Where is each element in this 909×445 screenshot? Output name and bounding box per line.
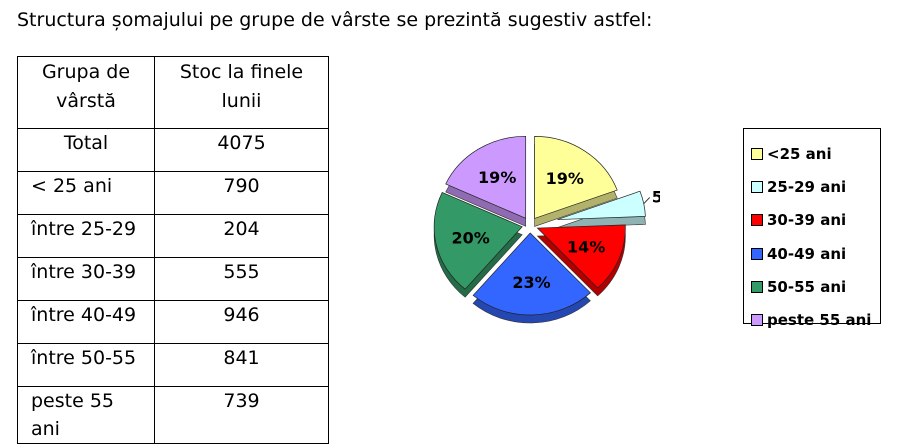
table-header-stock: Stoc la finele lunii [154,56,329,129]
table-cell-group: între 25-29 [17,214,155,258]
legend-swatch [751,180,763,193]
legend-swatch [751,214,763,227]
legend-label: 30-39 ani [767,211,847,230]
pie-data-label: 19% [478,168,516,187]
pie-slice [472,232,591,316]
pie-slice [536,224,626,289]
legend-item: 50-55 ani [751,270,880,303]
legend-item: 25-29 ani [751,170,880,203]
table-row: peste 55 ani 739 [17,386,329,444]
page-heading: Structura șomajului pe grupe de vârste s… [17,9,653,31]
table-header-row: Grupa de vârstă Stoc la finele lunii [17,56,329,129]
table-cell-group: Total [17,128,155,172]
table-cell-value: 739 [154,386,329,444]
legend-label: 50-55 ani [767,277,847,296]
table-cell-group: între 40-49 [17,300,155,344]
table-row: între 40-49 946 [17,300,329,344]
pie-slice [557,190,646,220]
legend-swatch [751,147,763,160]
table-header-age-group: Grupa de vârstă [17,56,155,129]
chart-legend: <25 ani 25-29 ani 30-39 ani 40-49 ani 50… [743,128,881,329]
pie-slice [534,136,618,219]
table-cell-value: 4075 [154,128,329,172]
legend-swatch [751,280,763,293]
table-cell-value: 946 [154,300,329,344]
legend-label: <25 ani [767,144,832,163]
table-cell-value: 841 [154,343,329,387]
table-cell-value: 555 [154,257,329,301]
legend-swatch [751,314,763,327]
pie-data-label: 23% [512,273,550,292]
unemployment-table: Grupa de vârstă Stoc la finele lunii Tot… [17,56,329,444]
legend-swatch [751,247,763,260]
pie-slice [445,135,527,219]
table-row: < 25 ani 790 [17,171,329,215]
table-row: între 30-39 555 [17,257,329,301]
table-cell-value: 204 [154,214,329,258]
table-row: Total 4075 [17,128,329,172]
table-row: între 25-29 204 [17,214,329,258]
table-cell-group: între 50-55 [17,343,155,387]
pie-data-label: 20% [451,228,489,247]
legend-item: <25 ani [751,137,880,170]
legend-item: 30-39 ani [751,204,880,237]
legend-item: 40-49 ani [751,237,880,270]
table-cell-group: < 25 ani [17,171,155,215]
pie-data-label: 5% [652,188,660,207]
pie-slice [433,191,523,290]
table-cell-group: între 30-39 [17,257,155,301]
pie-chart: 19% 5% 14% 23% 20% 19% [433,135,660,324]
legend-item: peste 55 ani [751,303,880,336]
legend-label: 40-49 ani [767,244,847,263]
table-cell-value: 790 [154,171,329,215]
table-row: între 50-55 841 [17,343,329,387]
pie-leader-line [643,197,650,204]
pie-data-label: 19% [546,169,584,188]
pie-data-label: 14% [567,238,605,257]
legend-label: 25-29 ani [767,177,847,196]
table-cell-group: peste 55 ani [17,386,155,444]
legend-label: peste 55 ani [767,311,872,330]
